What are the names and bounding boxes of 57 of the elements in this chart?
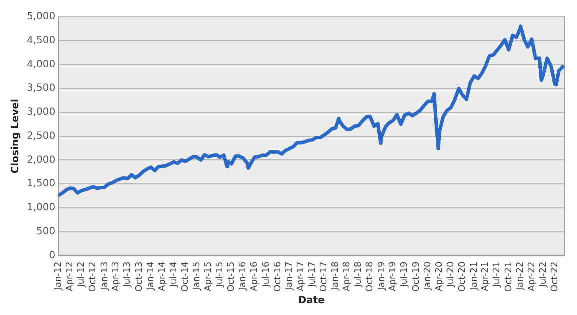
x-tick-label: Jul-20 (446, 261, 457, 288)
x-tick-label: Jul-19 (400, 261, 410, 288)
y-axis-title: Closing Level (10, 99, 22, 174)
x-tick-label: Apr-16 (250, 261, 260, 292)
y-tick-label: 4,500 (26, 35, 56, 46)
y-tick-label: 2,500 (26, 130, 56, 142)
x-tick-label: Apr-22 (527, 262, 538, 292)
y-tick-label: 2,000 (26, 154, 56, 166)
x-tick-label: Oct-18 (366, 261, 376, 292)
x-tick-label: Jul-18 (354, 261, 364, 288)
x-tick-label: Oct-19 (412, 261, 422, 292)
x-tick-label: Jul-14 (169, 261, 180, 288)
y-tick-label: 0 (49, 250, 56, 262)
x-tick-label: Oct-16 (273, 261, 284, 292)
x-tick-label: Jan-20 (424, 261, 434, 292)
x-tick-label: Jan-19 (377, 261, 388, 292)
x-tick-label: Jan-16 (238, 261, 249, 292)
x-tick-label: Apr-14 (158, 261, 168, 292)
x-tick-label: Apr-21 (481, 262, 492, 292)
x-tick-label: Jan-17 (285, 262, 296, 292)
y-tick-label: 3,500 (26, 83, 56, 94)
y-tick-label: 3,000 (26, 107, 56, 118)
x-tick-label: Oct-14 (180, 261, 191, 292)
x-tick-label: Apr-15 (204, 262, 214, 292)
x-tick-label: Apr-18 (342, 261, 353, 292)
x-tick-label: Jan-15 (192, 262, 203, 292)
x-tick-label: Jan-22 (516, 262, 526, 292)
y-tick-label: 4,000 (26, 59, 56, 70)
x-tick-label: Jul-17 (308, 262, 318, 288)
y-tick-label: 1,500 (26, 178, 56, 190)
x-tick-label: Oct-12 (88, 262, 99, 292)
x-tick-label: Apr-17 (296, 262, 306, 292)
x-tick-label: Jul-16 (262, 261, 272, 288)
x-tick-label: Jul-22 (538, 262, 549, 288)
x-tick-label: Jul-15 (215, 262, 226, 288)
x-tick-label: Apr-13 (112, 262, 122, 292)
x-tick-label: Apr-20 (435, 261, 446, 292)
y-tick-label: 500 (36, 226, 56, 238)
x-tick-label: Apr-19 (388, 261, 399, 292)
x-tick-label: Jul-21 (492, 262, 503, 288)
x-tick-label: Jan-12 (54, 262, 64, 292)
y-tick-label: 1,000 (26, 202, 56, 214)
x-tick-label: Oct-22 (550, 262, 560, 292)
x-tick-label: Oct-17 (320, 262, 330, 292)
x-tick-label: Jan-18 (331, 261, 342, 292)
x-tick-label: Jan-13 (100, 262, 110, 292)
x-axis-title: Date (298, 296, 326, 307)
x-tick-label: Oct-20 (458, 261, 468, 292)
x-tick-label: Oct-13 (134, 262, 145, 292)
x-tick-label: Jan-21 (470, 262, 480, 292)
x-tick-label: Jan-14 (146, 261, 156, 292)
x-tick-label: Oct-21 (504, 262, 514, 292)
x-tick-label: Oct-15 (227, 262, 238, 292)
x-tick-label: Apr-12 (65, 262, 76, 292)
y-tick-label: 5,000 (26, 12, 56, 23)
x-tick-label: Jul-13 (123, 262, 134, 288)
x-tick-label: Jul-12 (76, 262, 87, 288)
